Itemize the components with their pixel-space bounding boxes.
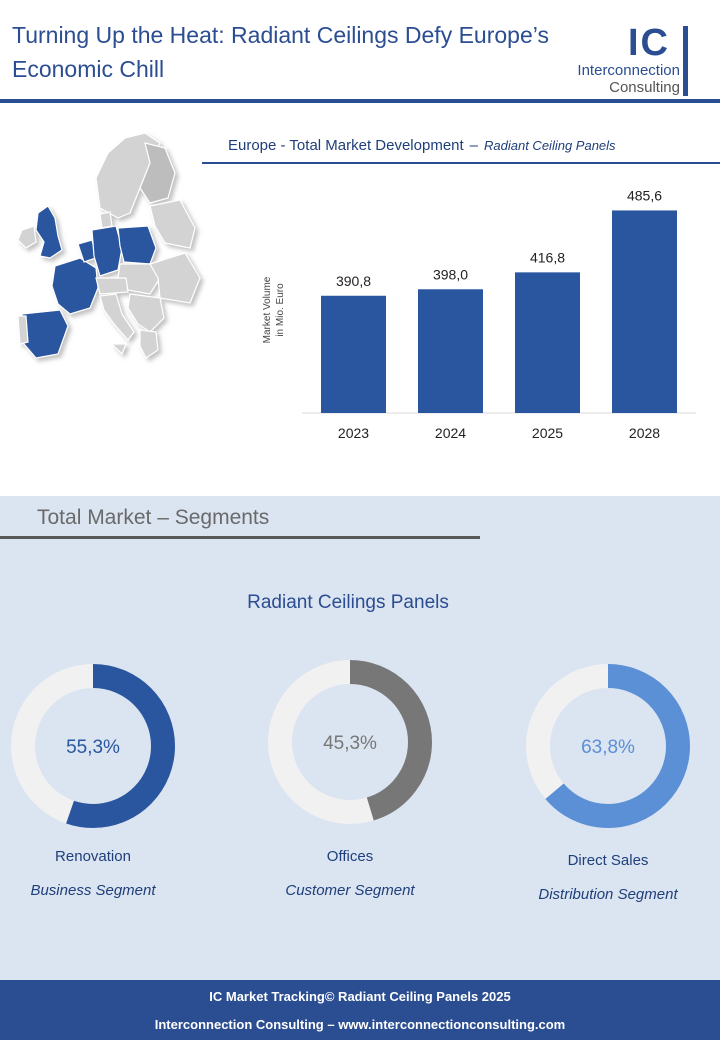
bar-chart-title: Europe - Total Market Development – Radian…	[228, 137, 616, 154]
donut-slice	[526, 664, 690, 828]
donut-offices: 45,3% Offices Customer Segment	[260, 652, 440, 899]
bar-2025	[515, 272, 580, 413]
europe-map-icon	[17, 132, 201, 359]
donut-chart: 63,8%	[526, 664, 690, 828]
segments-section	[0, 496, 720, 980]
y-axis-label: Market Volume in Mio. Euro	[262, 276, 286, 343]
donut-segment-label: Customer Segment	[285, 882, 415, 899]
bar-value-label: 398,0	[433, 266, 468, 282]
bar-2023	[321, 295, 386, 413]
segments-divider	[0, 536, 480, 539]
logo-line2: Consulting	[609, 79, 680, 96]
logo-mark: IC	[628, 22, 670, 64]
bar-value-label: 416,8	[530, 249, 565, 265]
donut-category-label: Renovation	[55, 848, 131, 865]
donut-segment-label: Business Segment	[30, 882, 156, 899]
page-title-line2: Economic Chill	[12, 56, 165, 82]
donut-value-label: 63,8%	[581, 737, 635, 758]
segments-title: Total Market – Segments	[37, 506, 270, 529]
donut-value-label: 45,3%	[323, 733, 377, 754]
bar-value-label: 485,6	[627, 187, 662, 203]
donut-chart: 55,3%	[11, 664, 175, 828]
market-bar-chart: Market Volume in Mio. Euro 390,8 2023 398,0 2…	[262, 187, 696, 441]
footer: IC Market Tracking© Radiant Ceiling Pane…	[0, 980, 720, 1040]
donut-category-label: Offices	[326, 848, 374, 865]
bar-chart-title-sub: Radiant Ceiling Panels	[484, 138, 616, 153]
page-title-line1: Turning Up the Heat: Radiant Ceilings De…	[12, 22, 549, 48]
x-tick-label: 2025	[532, 425, 563, 441]
x-tick-label: 2028	[629, 425, 660, 441]
footer-line1: IC Market Tracking© Radiant Ceiling Pane…	[209, 989, 511, 1004]
segments-subtitle: Radiant Ceilings Panels	[247, 592, 449, 613]
bar-value-label: 390,8	[336, 273, 371, 289]
logo-line1: Interconnection	[577, 62, 680, 79]
donut-renovation: 55,3% Renovation Business Segment	[3, 656, 183, 899]
company-logo: IC Interconnection Consulting	[548, 22, 698, 98]
x-tick-label: 2023	[338, 425, 369, 441]
donut-slice	[268, 660, 432, 824]
logo-bar	[683, 26, 688, 96]
donut-chart: 45,3%	[268, 660, 432, 824]
x-tick-label: 2024	[435, 425, 466, 441]
donut-slice	[11, 664, 175, 828]
donut-category-label: Direct Sales	[567, 852, 649, 869]
header-divider	[0, 99, 720, 103]
bar-2024	[418, 289, 483, 413]
donut-direct-sales: 63,8% Direct Sales Distribution Segment	[518, 656, 698, 903]
donut-segment-label: Distribution Segment	[538, 886, 678, 903]
bar-chart-title-dash: –	[469, 137, 479, 154]
page-title: Turning Up the Heat: Radiant Ceilings De…	[12, 18, 572, 86]
bar-2028	[612, 210, 677, 413]
donut-value-label: 55,3%	[66, 737, 120, 758]
bar-chart-divider	[202, 162, 720, 164]
bar-chart-title-main: Europe - Total Market Development	[228, 137, 464, 154]
footer-line2: Interconnection Consulting – www.interco…	[154, 1017, 566, 1032]
header: Turning Up the Heat: Radiant Ceilings De…	[0, 0, 720, 104]
